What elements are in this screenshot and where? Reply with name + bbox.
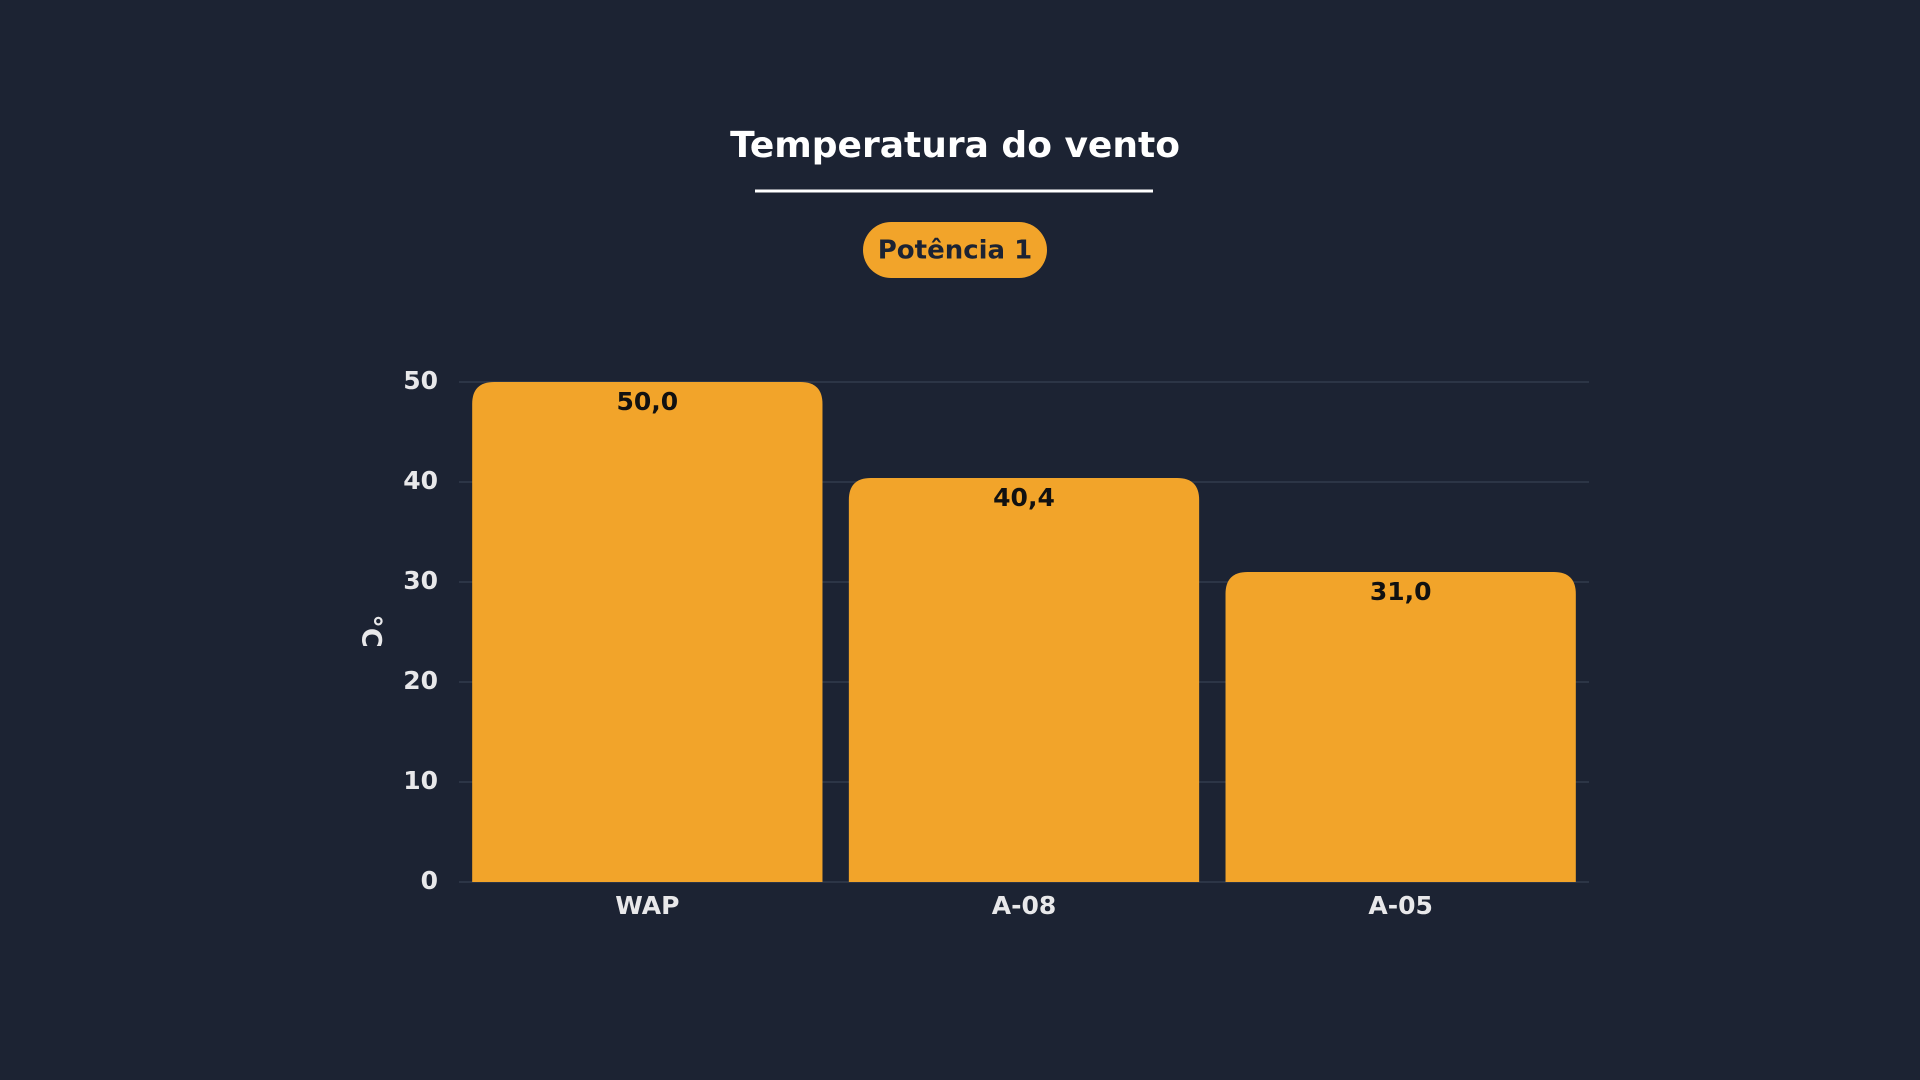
y-axis-label: °C [356,614,387,647]
bar [472,382,823,882]
value-label: 40,4 [993,483,1055,512]
y-tick-label: 20 [403,666,438,695]
chart-title: Temperatura do vento [730,125,1180,166]
value-label: 31,0 [1370,577,1432,606]
subtitle: Potência 1 [878,236,1033,266]
y-tick-label: 40 [403,466,438,495]
y-tick-label: 10 [403,766,438,795]
bar [1225,572,1576,882]
value-label: 50,0 [616,387,678,416]
subtitle-pill [863,222,1047,278]
x-tick-label: A-08 [992,891,1057,920]
x-tick-label: WAP [615,891,679,920]
y-tick-label: 0 [421,866,438,895]
x-tick-label: A-05 [1368,891,1433,920]
bar [848,478,1200,882]
y-tick-label: 30 [403,566,438,595]
y-tick-label: 50 [403,366,438,395]
